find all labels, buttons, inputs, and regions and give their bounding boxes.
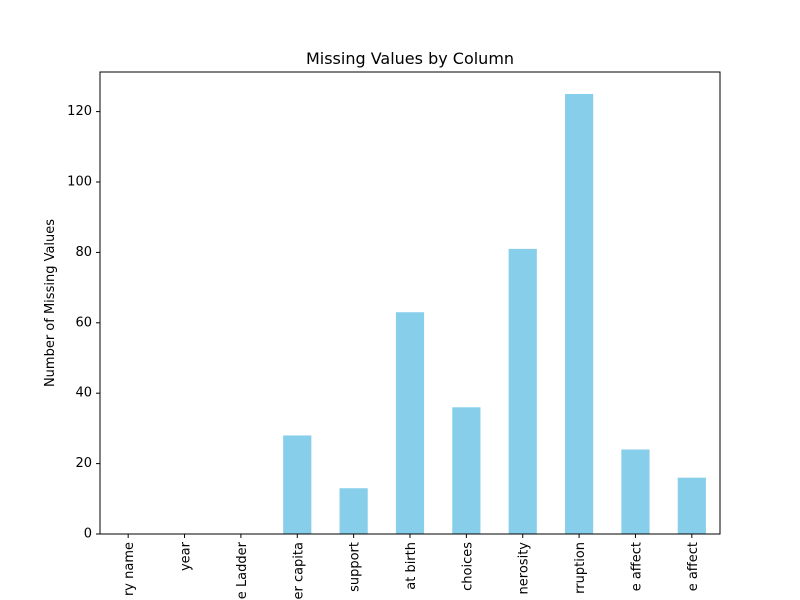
bar-5 [395,312,425,534]
y-tick-label-3: 60 [75,315,92,330]
chart-title: Missing Values by Column [306,49,514,68]
y-axis-ticks: 0 20 40 60 80 100 120 [67,104,100,542]
bar-6 [452,407,481,534]
bars-group [283,94,706,534]
x-tick-label-10: e affect [686,542,701,591]
bar-9 [621,449,650,534]
bar-7 [508,248,537,534]
x-tick-label-1: year [179,541,194,571]
x-tick-label-7: nerosity [517,542,532,595]
x-tick-label-5: at birth [404,542,419,590]
x-tick-label-0: ry name [122,542,137,596]
x-tick-label-2: e Ladder [235,541,250,599]
bar-3 [283,435,312,534]
x-tick-label-8: rruption [573,542,588,594]
y-tick-label-0: 0 [84,527,92,542]
bar-4 [339,488,368,534]
x-tick-label-4: support [348,542,363,592]
y-axis-label: Number of Missing Values [43,219,58,387]
y-tick-label-2: 40 [75,386,92,401]
x-tick-label-6: choices [460,542,475,591]
y-tick-label-4: 80 [75,245,92,260]
y-tick-label-5: 100 [67,175,92,190]
x-tick-label-9: e affect [629,542,644,591]
bar-10 [677,477,706,534]
bar-8 [565,94,594,534]
y-tick-label-6: 120 [67,104,92,119]
y-tick-label-1: 20 [75,456,92,471]
x-tick-label-3: er capita [291,542,306,600]
x-axis-ticks: ry name year e Ladder er capita support at bi… [122,534,701,600]
